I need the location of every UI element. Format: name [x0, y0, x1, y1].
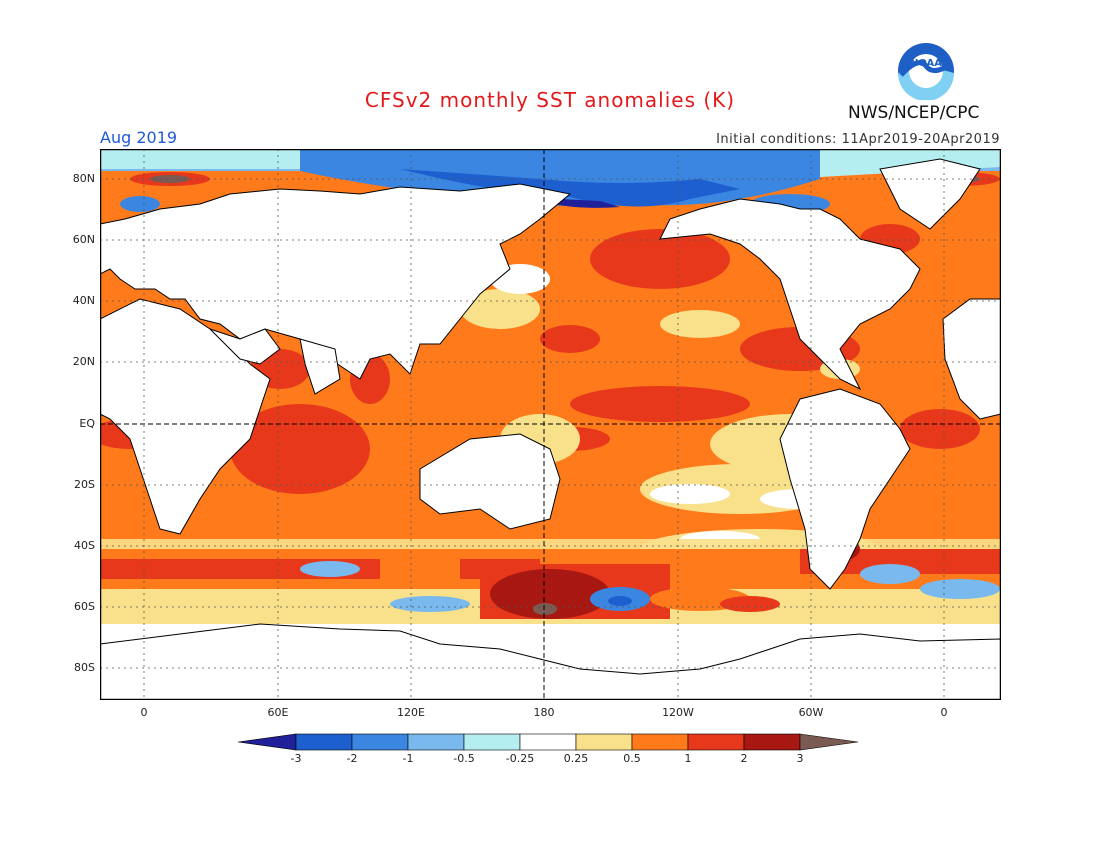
lon-label-60e: 60E [267, 706, 289, 719]
colorbar-arrow-low [238, 733, 297, 751]
forecast-period-label: Aug 2019 [100, 128, 178, 147]
map-graticule [100, 149, 1001, 700]
lat-label-80s: 80S [74, 661, 95, 674]
colorbar-segment [687, 733, 745, 751]
colorbar-tick-label: 0.25 [563, 752, 589, 765]
colorbar-segment [351, 733, 409, 751]
land-masses [100, 158, 1001, 700]
lat-label-40n: 40N [72, 294, 95, 307]
colorbar-segment [407, 733, 465, 751]
colorbar-segment [463, 733, 521, 751]
colorbar-segment [631, 733, 689, 751]
lat-label-80n: 80N [72, 172, 95, 185]
lon-label-120w: 120W [662, 706, 694, 719]
lat-label-40s: 40S [74, 539, 95, 552]
lat-label-20s: 20S [74, 478, 95, 491]
lon-label-60w: 60W [798, 706, 824, 719]
noaa-logo: NOAA [898, 43, 954, 100]
lon-label-180: 180 [533, 706, 555, 719]
colorbar-tick-label: 1 [684, 752, 692, 765]
colorbar-tick-label: -1 [402, 752, 414, 765]
lon-label-0-east: 0 [940, 706, 948, 719]
colorbar-tick-label: -0.25 [505, 752, 535, 765]
colorbar-segment [519, 733, 577, 751]
colorbar-segment [743, 733, 801, 751]
lat-label-60n: 60N [72, 233, 95, 246]
noaa-logo-text: NOAA [910, 58, 942, 69]
map-title: CFSv2 monthly SST anomalies (K) [364, 88, 736, 112]
colorbar-tick-label: 2 [740, 752, 748, 765]
colorbar-tick-label: 0.5 [623, 752, 641, 765]
colorbar-tick-label: 3 [796, 752, 804, 765]
colorbar-arrow-high [799, 733, 859, 751]
colorbar-tick-label: -3 [290, 752, 302, 765]
colorbar [238, 733, 859, 751]
lon-label-0: 0 [140, 706, 148, 719]
initial-conditions-label: Initial conditions: 11Apr2019-20Apr2019 [716, 132, 1000, 147]
map-frame [100, 149, 1001, 700]
colorbar-segment [295, 733, 353, 751]
lat-label-20n: 20N [72, 355, 95, 368]
sst-anomaly-map [100, 149, 1001, 700]
lat-label-eq: EQ [79, 417, 95, 430]
lat-label-60s: 60S [74, 600, 95, 613]
colorbar-tick-label: -0.5 [453, 752, 475, 765]
colorbar-tick-label: -2 [346, 752, 358, 765]
lon-label-120e: 120E [397, 706, 425, 719]
colorbar-segment [575, 733, 633, 751]
agency-label: NWS/NCEP/CPC [848, 103, 980, 123]
